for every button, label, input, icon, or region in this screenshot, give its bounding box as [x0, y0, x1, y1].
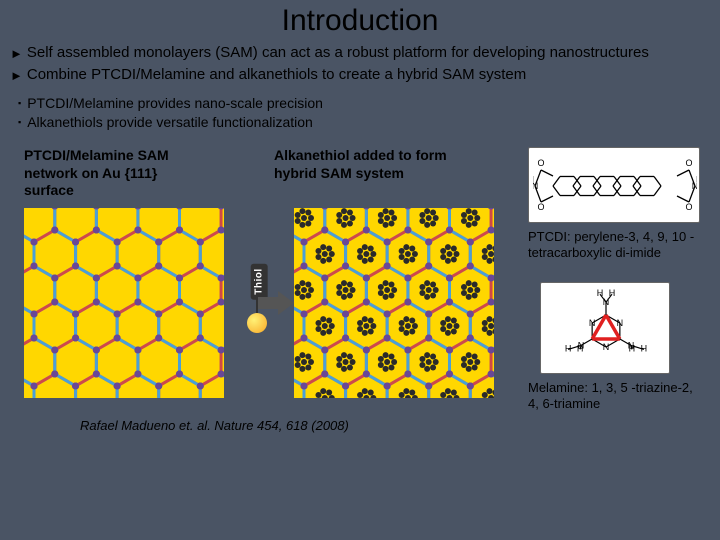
svg-text:H: H — [641, 344, 648, 354]
square-icon: ▪ — [18, 114, 21, 131]
melamine-label: Melamine: 1, 3, 5 -triazine-2, 4, 6-tria… — [528, 380, 704, 411]
sub-bullets: ▪ PTCDI/Melamine provides nano-scale pre… — [0, 91, 720, 137]
svg-text:O: O — [685, 158, 692, 168]
thiol-label: Thiol — [251, 263, 268, 299]
arrow-icon: ► — [10, 44, 23, 64]
svg-text:N: N — [617, 318, 624, 328]
svg-text:O: O — [537, 202, 544, 212]
melamine-molecule-figure: NHHNNHHNNHHN — [540, 282, 670, 374]
svg-text:H: H — [629, 344, 636, 354]
bullet-item: ► Self assembled monolayers (SAM) can ac… — [10, 44, 710, 64]
svg-text:O: O — [537, 158, 544, 168]
ptcdi-structure-icon: OOOONNHH — [533, 152, 697, 220]
svg-text:N: N — [589, 318, 596, 328]
honeycomb-icon — [24, 208, 224, 398]
bullet-item: ► Combine PTCDI/Melamine and alkanethiol… — [10, 66, 710, 86]
svg-text:N: N — [603, 342, 610, 352]
svg-text:O: O — [685, 202, 692, 212]
melamine-structure-icon: NHHNNHHNNHHN — [545, 287, 667, 371]
svg-text:H: H — [577, 344, 584, 354]
svg-text:H: H — [565, 344, 572, 354]
thiol-arrow-group: Thiol — [232, 253, 286, 353]
svg-text:H: H — [609, 289, 616, 299]
bullet-text: Combine PTCDI/Melamine and alkanethiols … — [27, 66, 526, 86]
svg-text:H: H — [696, 175, 697, 184]
svg-text:H: H — [597, 289, 604, 299]
left-column: PTCDI/Melamine SAM network on Au {111} s… — [24, 147, 516, 433]
right-column: OOOONNHH PTCDI: perylene-3, 4, 9, 10 -te… — [528, 147, 704, 433]
page-title: Introduction — [0, 0, 720, 44]
sub-text: PTCDI/Melamine provides nano-scale preci… — [27, 95, 323, 112]
main-bullets: ► Self assembled monolayers (SAM) can ac… — [0, 44, 720, 91]
main-diagram: Thiol — [24, 208, 516, 398]
ptcdi-molecule-figure: OOOONNHH — [528, 147, 700, 223]
caption-left: PTCDI/Melamine SAM network on Au {111} s… — [24, 147, 204, 200]
thiol-ball-icon — [247, 313, 267, 333]
sub-item: ▪ PTCDI/Melamine provides nano-scale pre… — [18, 95, 706, 112]
hybrid-network-figure — [294, 208, 494, 398]
figure-captions: PTCDI/Melamine SAM network on Au {111} s… — [24, 147, 516, 200]
sub-text: Alkanethiols provide versatile functiona… — [27, 114, 313, 131]
caption-right: Alkanethiol added to form hybrid SAM sys… — [274, 147, 454, 200]
square-icon: ▪ — [18, 95, 21, 112]
ptcdi-network-figure — [24, 208, 224, 398]
honeycomb-cluster-icon — [294, 208, 494, 398]
citation-text: Rafael Madueno et. al. Nature 454, 618 (… — [24, 418, 516, 433]
arrow-icon: ► — [10, 66, 23, 86]
bullet-text: Self assembled monolayers (SAM) can act … — [27, 44, 649, 64]
ptcdi-label: PTCDI: perylene-3, 4, 9, 10 -tetracarbox… — [528, 229, 704, 260]
content-area: PTCDI/Melamine SAM network on Au {111} s… — [0, 137, 720, 433]
sub-item: ▪ Alkanethiols provide versatile functio… — [18, 114, 706, 131]
